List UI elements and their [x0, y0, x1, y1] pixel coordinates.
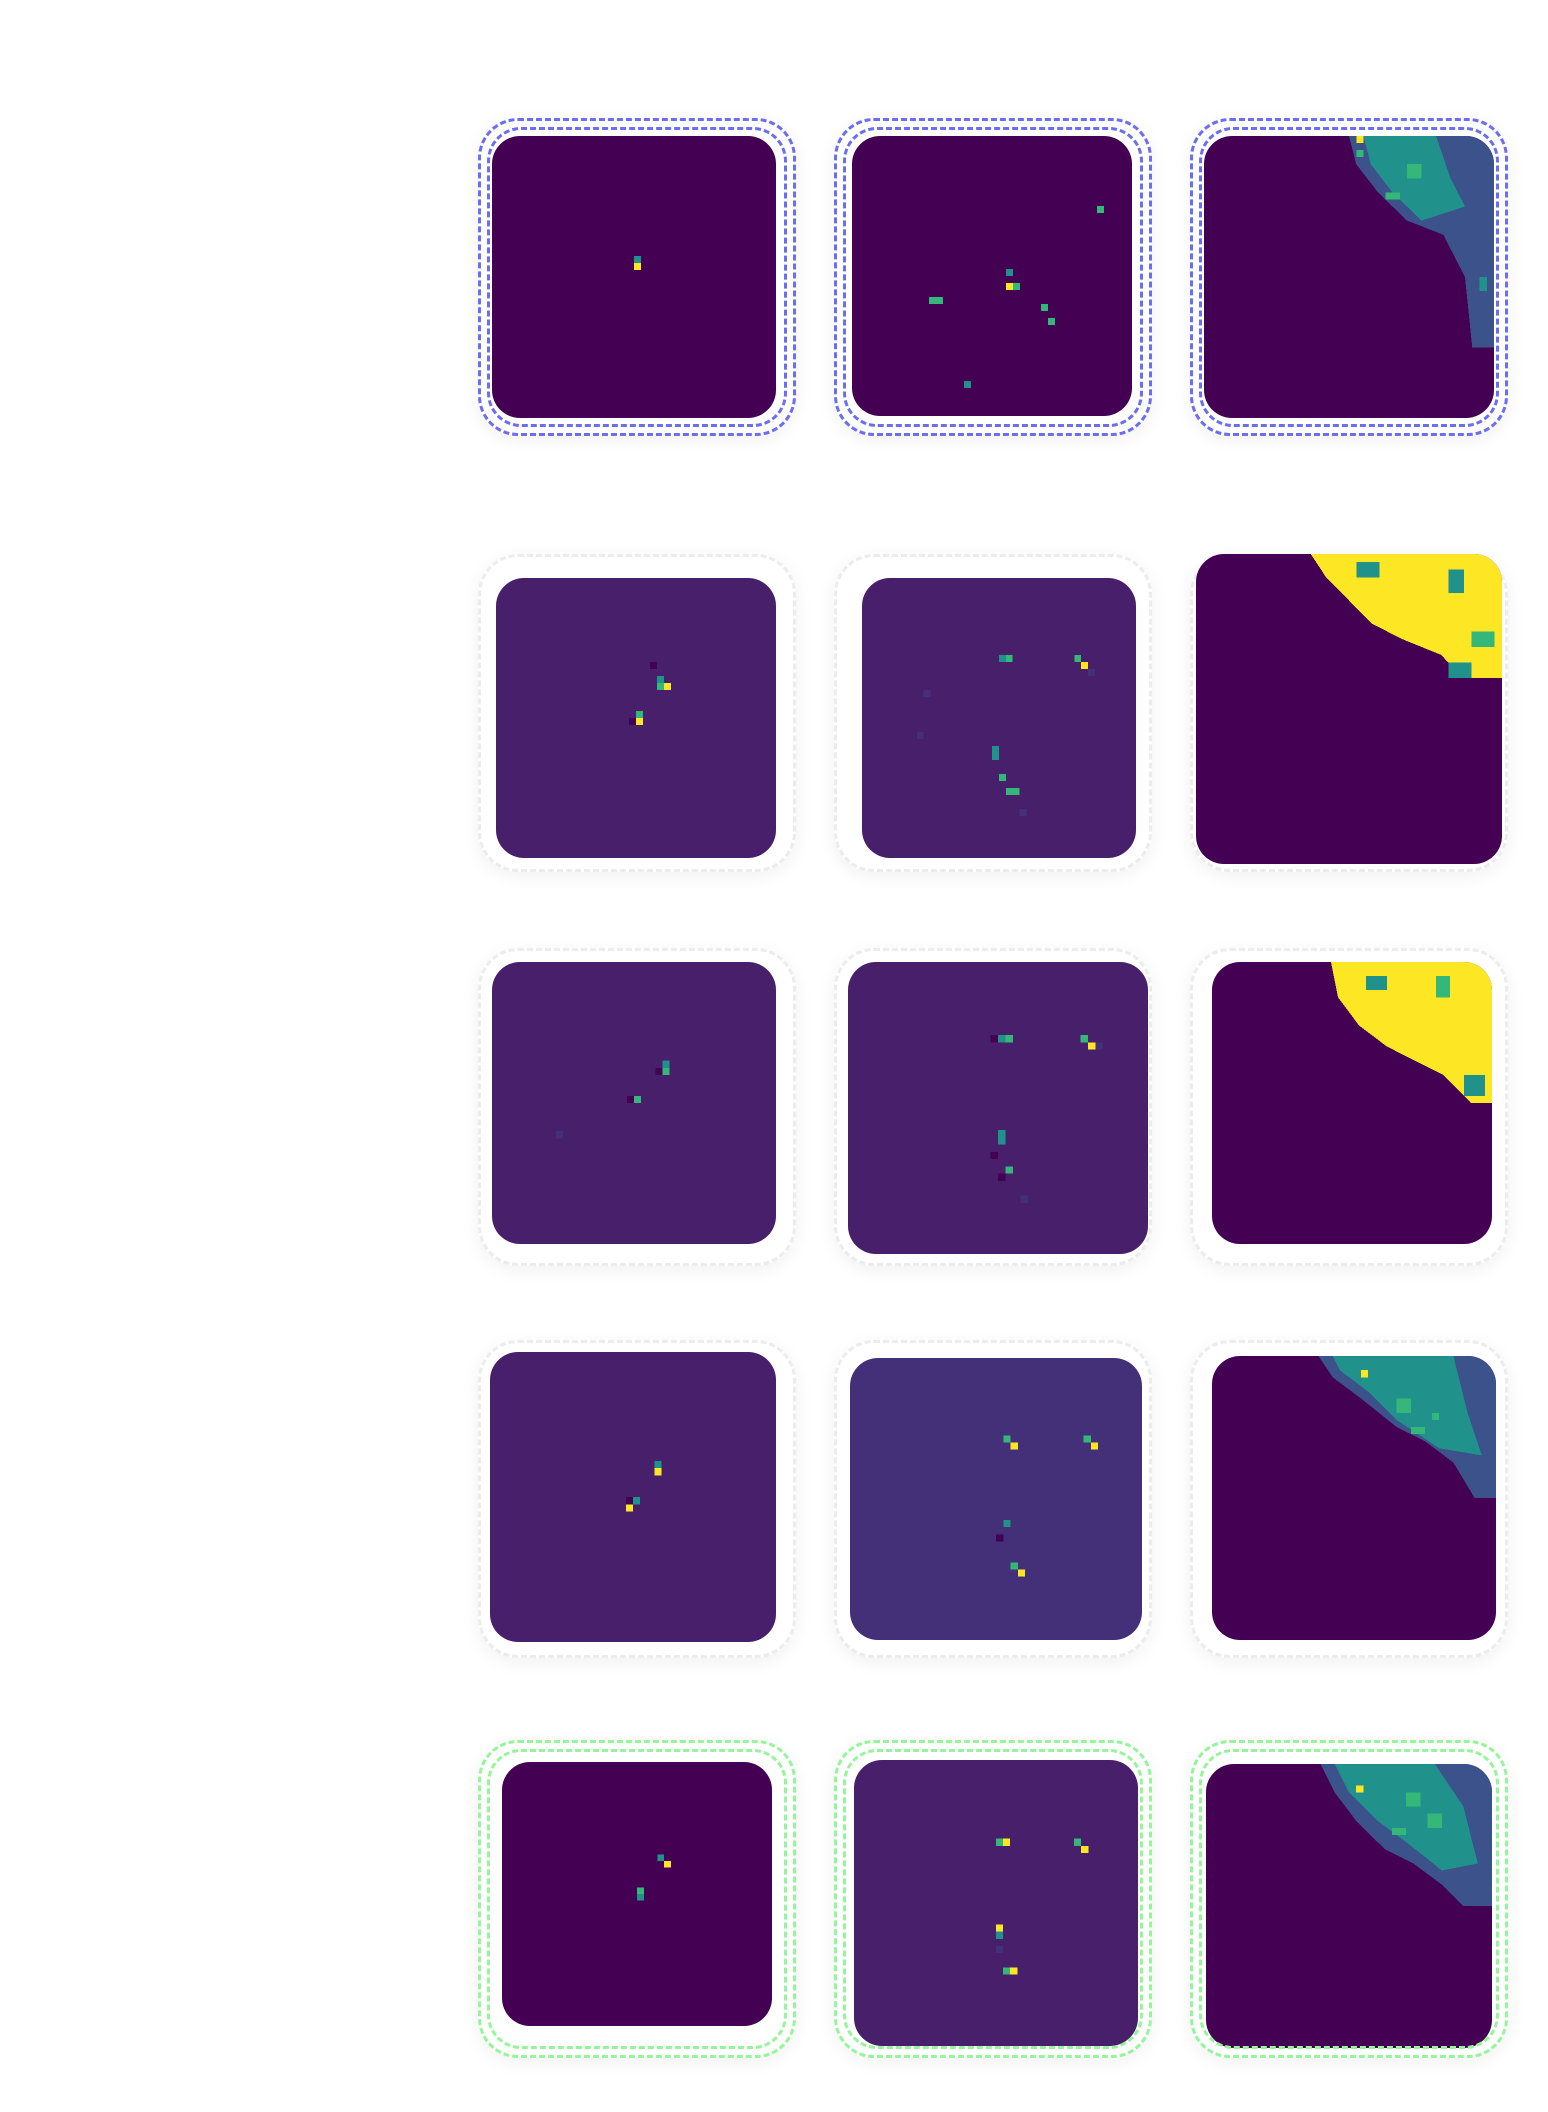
heatmap-r2-c1: [496, 578, 776, 858]
heatmap-r1-c2: [852, 136, 1132, 416]
frame-r2-c1[interactable]: [478, 554, 796, 872]
frame-r5-c1[interactable]: [478, 1740, 796, 2058]
frame-r3-c2[interactable]: [834, 948, 1152, 1266]
heatmap-image: [852, 136, 1132, 416]
frame-r1-c2[interactable]: [834, 118, 1152, 436]
heatmap-r3-c2: [848, 962, 1148, 1254]
heatmap-r4-c3: [1212, 1356, 1496, 1640]
heatmap-r4-c1: [490, 1352, 776, 1642]
heatmap-r5-c1: [502, 1762, 772, 2026]
heatmap-image: [848, 962, 1148, 1254]
frame-r1-c3[interactable]: [1190, 118, 1508, 436]
heatmap-image: [854, 1760, 1138, 2046]
heatmap-r3-c3: [1212, 962, 1492, 1244]
heatmap-image: [1196, 554, 1502, 864]
frame-r3-c3[interactable]: [1190, 948, 1508, 1266]
heatmap-r3-c1: [492, 962, 776, 1244]
heatmap-image: [1212, 1356, 1496, 1640]
frame-r5-c3[interactable]: [1190, 1740, 1508, 2058]
heatmap-image: [502, 1762, 772, 2026]
heatmap-image: [1204, 136, 1494, 418]
heatmap-r1-c1: [492, 136, 776, 418]
heatmap-image: [496, 578, 776, 858]
frame-r2-c3[interactable]: [1190, 554, 1508, 872]
heatmap-r2-c2: [862, 578, 1136, 858]
heatmap-image: [1212, 962, 1492, 1244]
heatmap-image: [492, 136, 776, 418]
frame-r1-c1[interactable]: [478, 118, 796, 436]
frame-r4-c1[interactable]: [478, 1340, 796, 1658]
heatmap-r2-c3: [1196, 554, 1502, 864]
heatmap-r5-c3: [1206, 1764, 1492, 2048]
frame-r2-c2[interactable]: [834, 554, 1152, 872]
heatmap-r1-c3: [1204, 136, 1494, 418]
heatmap-image: [490, 1352, 776, 1642]
heatmap-image: [850, 1358, 1142, 1640]
frame-r4-c3[interactable]: [1190, 1340, 1508, 1658]
frame-r4-c2[interactable]: [834, 1340, 1152, 1658]
heatmap-r5-c2: [854, 1760, 1138, 2046]
heatmap-image: [1206, 1764, 1492, 2048]
heatmap-r4-c2: [850, 1358, 1142, 1640]
heatmap-image: [862, 578, 1136, 858]
frame-r3-c1[interactable]: [478, 948, 796, 1266]
heatmap-image: [492, 962, 776, 1244]
frame-r5-c2[interactable]: [834, 1740, 1152, 2058]
